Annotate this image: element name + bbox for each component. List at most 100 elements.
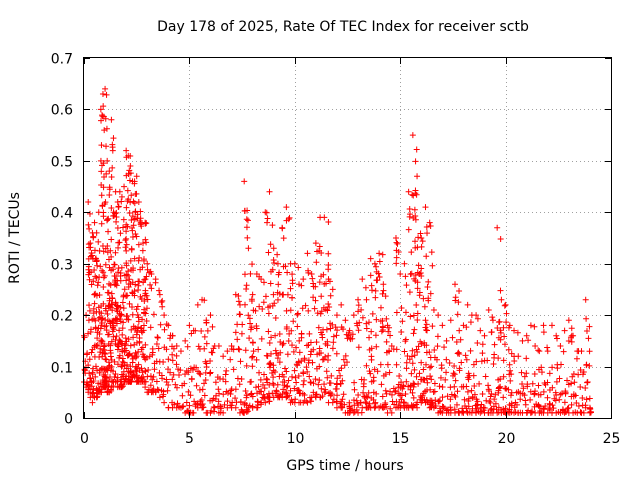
- data-point-marker: [437, 374, 444, 381]
- data-point-marker: [202, 376, 209, 383]
- data-point-marker: [324, 356, 331, 363]
- data-point-marker: [101, 342, 108, 349]
- data-point-marker: [449, 334, 456, 341]
- data-point-marker: [249, 339, 256, 346]
- data-point-marker: [101, 127, 108, 134]
- data-point-marker: [355, 308, 362, 315]
- data-point-marker: [429, 262, 436, 269]
- data-point-marker: [106, 331, 113, 338]
- data-point-marker: [362, 398, 369, 405]
- data-point-marker: [85, 199, 92, 205]
- data-point-marker: [529, 409, 536, 416]
- data-point-marker: [103, 327, 110, 334]
- data-point-marker: [322, 353, 329, 360]
- data-point-marker: [497, 376, 504, 383]
- data-point-marker: [102, 350, 109, 357]
- data-point-marker: [100, 209, 107, 216]
- data-point-marker: [317, 310, 324, 317]
- data-point-marker: [102, 305, 109, 312]
- data-point-marker: [86, 302, 93, 309]
- data-point-marker: [523, 332, 530, 339]
- data-point-marker: [552, 389, 559, 396]
- data-point-marker: [174, 400, 181, 407]
- data-point-marker: [366, 400, 373, 407]
- data-point-marker: [586, 362, 593, 369]
- data-point-marker: [279, 371, 286, 378]
- data-point-marker: [266, 188, 273, 195]
- data-point-marker: [135, 318, 142, 325]
- data-point-marker: [117, 304, 124, 311]
- data-point-marker: [362, 284, 369, 291]
- data-point-marker: [456, 350, 463, 357]
- data-point-marker: [409, 389, 416, 396]
- data-point-marker: [90, 233, 97, 240]
- data-point-marker: [175, 366, 182, 373]
- data-point-marker: [282, 263, 289, 270]
- data-point-marker: [247, 270, 254, 277]
- data-point-marker: [544, 394, 551, 401]
- data-point-marker: [269, 302, 276, 309]
- data-point-marker: [120, 216, 127, 223]
- data-point-marker: [114, 361, 121, 368]
- data-point-marker: [316, 345, 323, 352]
- data-point-marker: [402, 273, 409, 280]
- data-point-marker: [289, 373, 296, 380]
- y-tick-label: 0.7: [51, 52, 73, 68]
- data-point-marker: [326, 303, 333, 310]
- data-point-marker: [262, 293, 269, 300]
- data-point-marker: [264, 353, 271, 360]
- data-point-marker: [405, 226, 412, 233]
- data-point-marker: [486, 388, 493, 395]
- data-point-marker: [424, 379, 431, 386]
- data-point-marker: [102, 261, 109, 268]
- data-point-marker: [402, 336, 409, 343]
- data-point-marker: [165, 322, 172, 329]
- data-point-marker: [133, 353, 140, 360]
- data-point-marker: [103, 125, 110, 132]
- data-point-marker: [318, 385, 325, 392]
- data-point-marker: [181, 380, 188, 387]
- data-point-marker: [267, 359, 274, 366]
- data-point-marker: [323, 326, 330, 333]
- data-point-marker: [561, 327, 568, 334]
- data-point-marker: [304, 399, 311, 406]
- data-point-marker: [403, 378, 410, 385]
- data-point-marker: [568, 338, 575, 345]
- data-point-marker: [392, 235, 399, 241]
- data-point-marker: [241, 207, 248, 214]
- x-tick-labels: 0 5 10 15 20 25: [80, 431, 620, 447]
- data-point-marker: [107, 347, 114, 354]
- data-point-marker: [431, 380, 438, 387]
- data-point-marker: [318, 308, 325, 315]
- data-point-marker: [91, 300, 98, 307]
- data-point-marker: [322, 386, 329, 393]
- data-point-marker: [395, 248, 402, 255]
- data-point-marker: [120, 224, 127, 231]
- data-point-marker: [349, 331, 356, 338]
- data-point-marker: [128, 326, 135, 333]
- data-point-marker: [149, 376, 156, 383]
- data-point-marker: [536, 348, 543, 355]
- data-point-marker: [394, 240, 401, 247]
- data-point-marker: [186, 402, 193, 409]
- data-point-marker: [154, 334, 161, 341]
- data-point-marker: [290, 348, 297, 355]
- data-point-marker: [118, 198, 125, 205]
- data-point-marker: [473, 358, 480, 365]
- data-point-marker: [103, 143, 110, 150]
- data-point-marker: [387, 405, 394, 412]
- data-point-marker: [470, 361, 477, 368]
- data-point-marker: [368, 378, 375, 385]
- y-axis-title: ROTI / TECUs: [7, 192, 23, 284]
- data-point-marker: [580, 409, 587, 416]
- data-point-marker: [102, 366, 109, 373]
- data-point-marker: [244, 217, 251, 224]
- data-point-marker: [455, 349, 462, 356]
- data-point-marker: [387, 332, 394, 339]
- data-point-marker: [102, 115, 109, 122]
- data-point-marker: [400, 399, 407, 406]
- data-point-marker: [416, 370, 423, 377]
- data-point-marker: [535, 347, 542, 354]
- data-point-marker: [557, 343, 564, 349]
- data-point-marker: [455, 299, 462, 306]
